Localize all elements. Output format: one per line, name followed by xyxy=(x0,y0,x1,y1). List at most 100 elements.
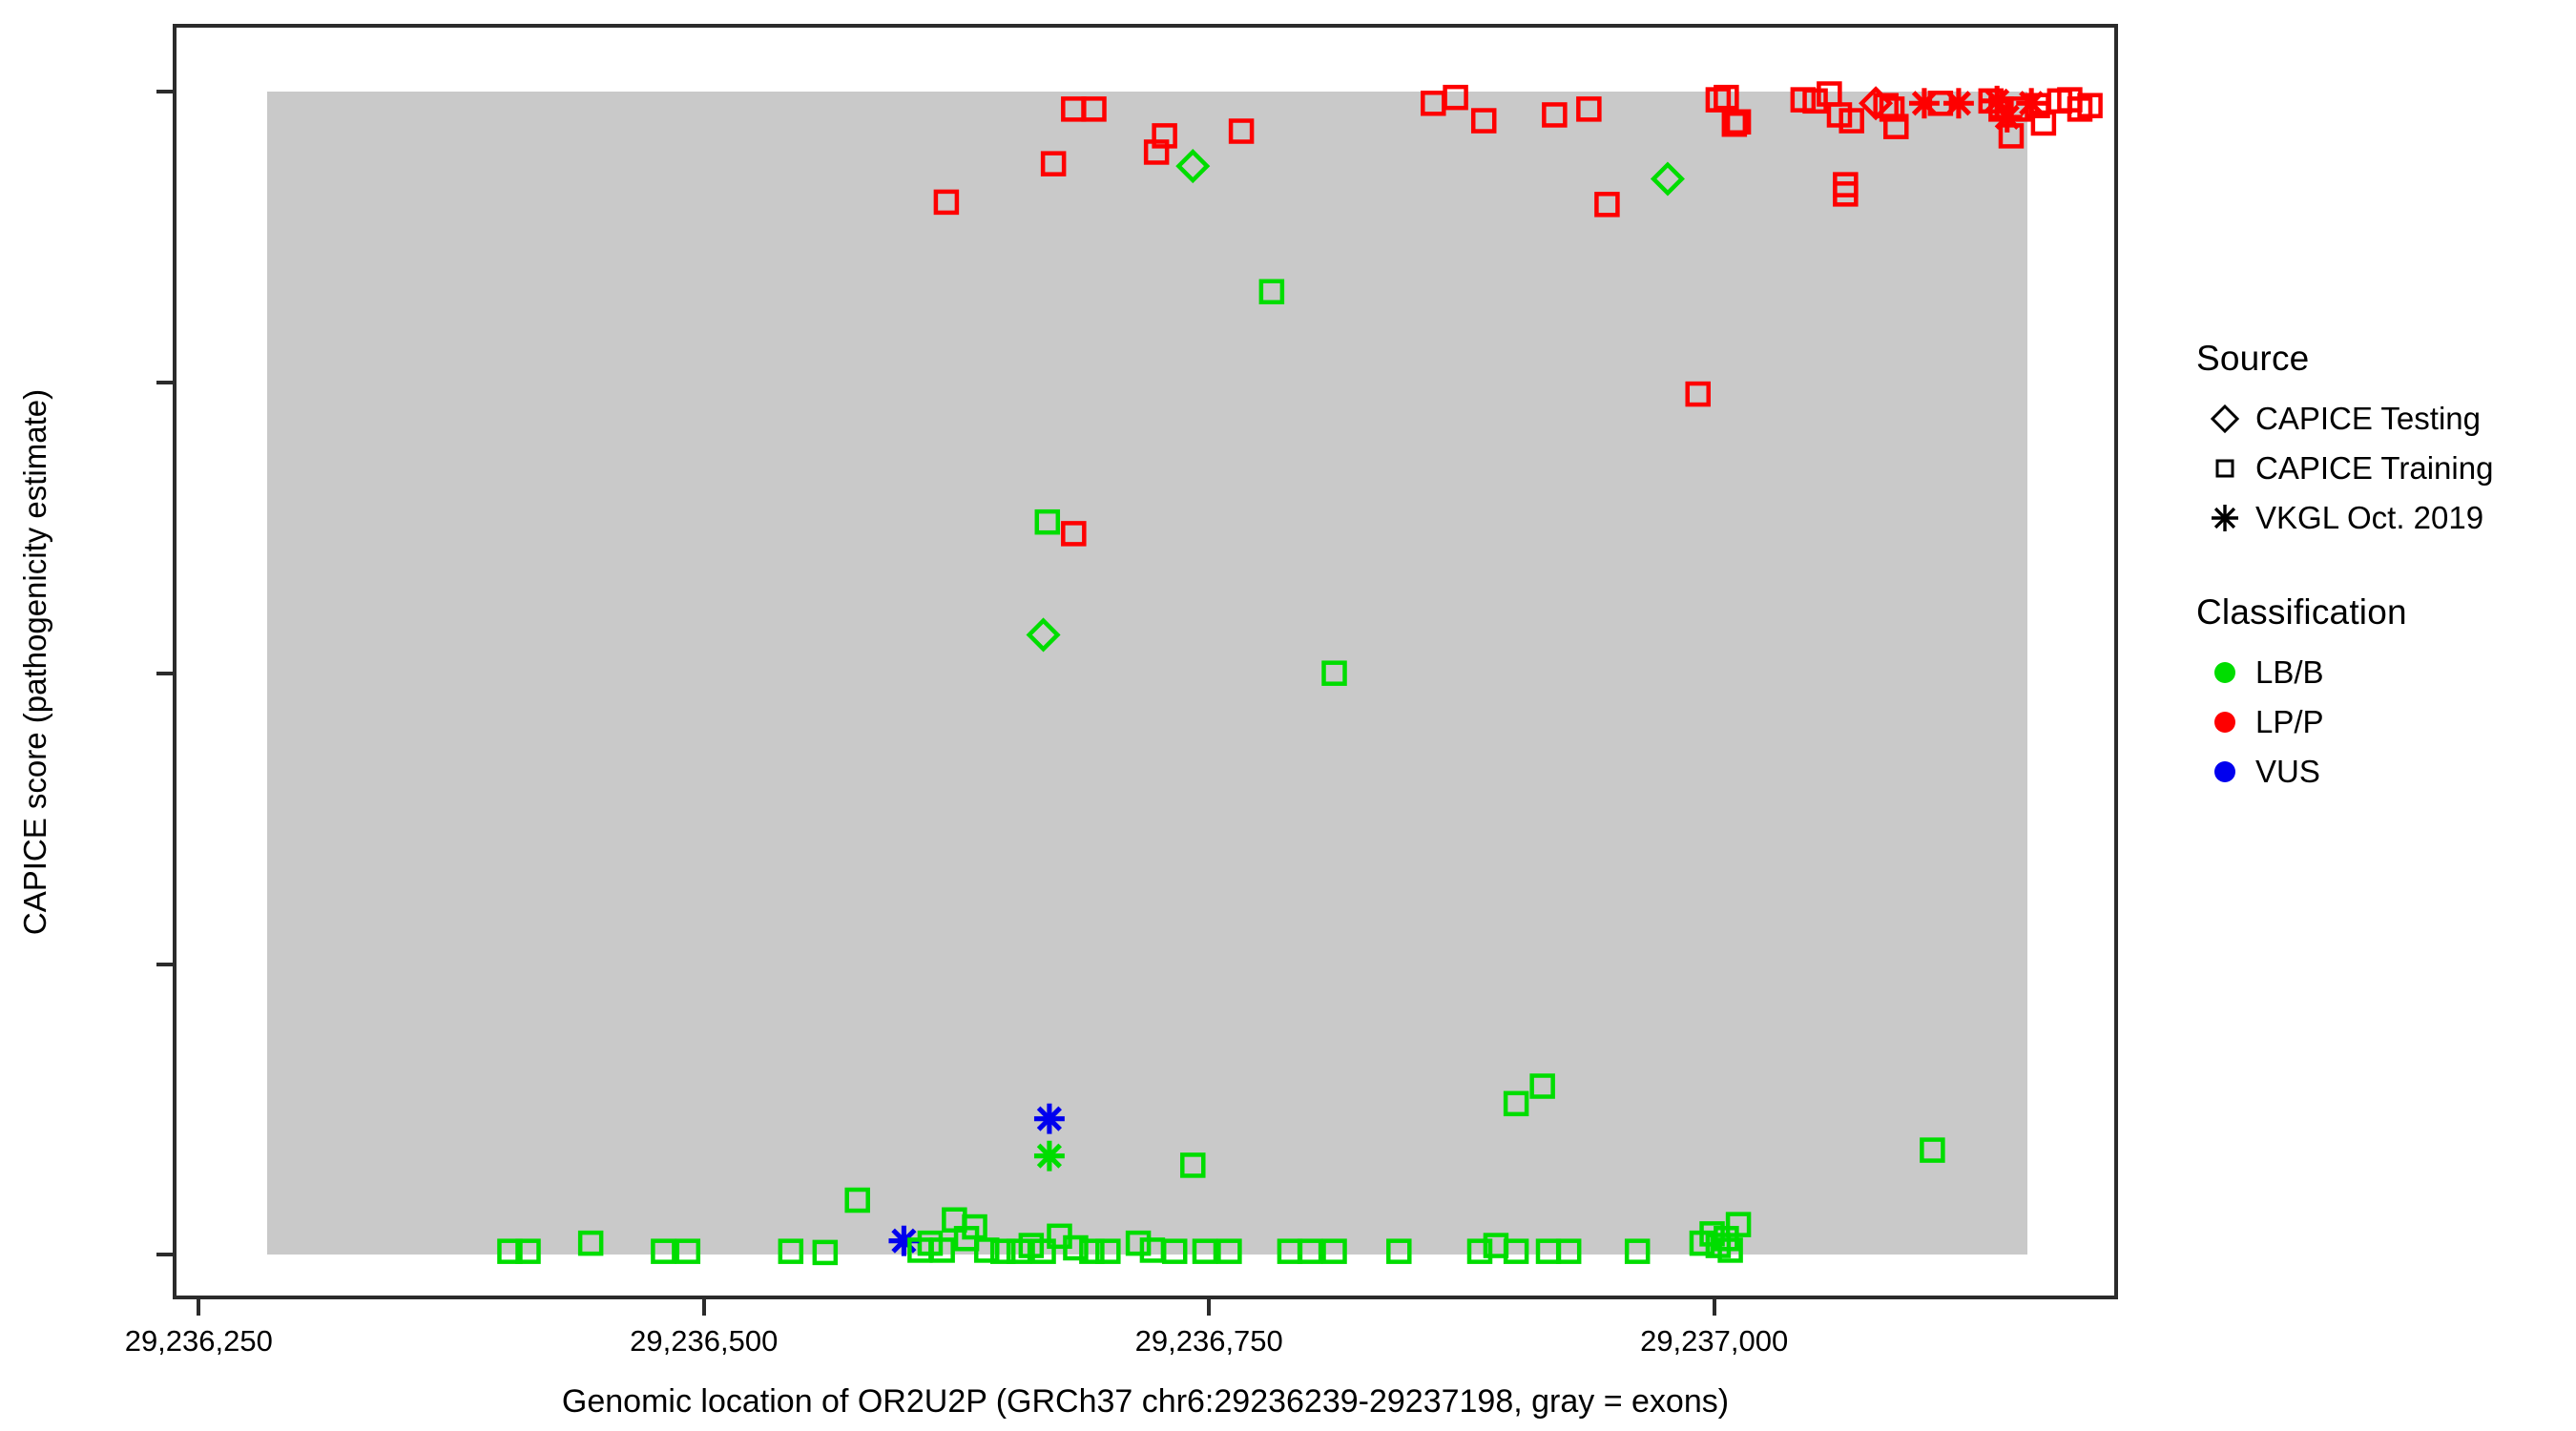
data-point xyxy=(1942,88,1974,119)
data-point xyxy=(1721,111,1748,137)
legend-item-label: LP/P xyxy=(2255,704,2324,739)
data-point xyxy=(1143,139,1170,165)
data-point xyxy=(1386,1238,1412,1264)
x-tick-label: 29,236,750 xyxy=(1134,1324,1283,1358)
data-point xyxy=(812,1239,839,1266)
data-point xyxy=(1026,617,1061,653)
data-point xyxy=(1466,1238,1493,1264)
data-point xyxy=(844,1187,870,1213)
data-point xyxy=(1139,1237,1166,1263)
data-point xyxy=(1081,96,1107,122)
x-tick-mark xyxy=(701,1299,706,1316)
data-point xyxy=(1258,279,1285,305)
legend-key xyxy=(2194,444,2255,493)
data-point xyxy=(1542,102,1568,128)
data-point xyxy=(1991,101,2023,133)
data-point xyxy=(1982,85,2013,116)
data-point xyxy=(1576,96,1602,122)
data-point xyxy=(974,1237,1000,1263)
data-point xyxy=(2077,93,2103,118)
data-point xyxy=(2030,110,2057,136)
data-point xyxy=(1040,151,1067,176)
legend-group-classification: LB/B LP/P VUS xyxy=(2194,648,2557,797)
data-point xyxy=(1321,660,1347,686)
data-point xyxy=(1161,1238,1188,1264)
x-tick-mark xyxy=(197,1299,201,1316)
legend-title-source: Source xyxy=(2196,339,2310,378)
legend-key xyxy=(2194,648,2255,697)
legend-item-label: VUS xyxy=(2255,754,2320,789)
square-icon xyxy=(2215,459,2234,478)
data-point xyxy=(1125,1230,1152,1256)
data-point xyxy=(577,1230,604,1256)
data-point xyxy=(1321,1238,1347,1264)
data-point xyxy=(1228,118,1255,144)
plot-panel xyxy=(173,24,2118,1299)
data-point xyxy=(1095,1238,1121,1264)
data-point xyxy=(1555,1238,1582,1264)
data-point xyxy=(1503,1090,1529,1117)
data-point xyxy=(1817,81,1842,107)
data-point xyxy=(989,1238,1016,1264)
data-point xyxy=(1685,381,1711,407)
legend-item-classification-0[interactable]: LB/B xyxy=(2194,648,2557,697)
data-point xyxy=(1529,1073,1555,1099)
plot-area: 0.000.250.500.751.00 29,236,25029,236,50… xyxy=(17,24,2118,1420)
exon-shaded-region xyxy=(267,92,2027,1255)
data-point xyxy=(497,1238,523,1264)
legend-key xyxy=(2194,747,2255,797)
legend-item-source-2[interactable]: VKGL Oct. 2019 xyxy=(2194,493,2557,543)
data-point xyxy=(1033,1140,1065,1172)
data-point xyxy=(1277,1238,1303,1264)
data-point xyxy=(1079,1238,1105,1264)
legend-key xyxy=(2194,697,2255,747)
x-tick-mark xyxy=(1207,1299,1212,1316)
data-point xyxy=(1717,1237,1743,1263)
circle-icon xyxy=(2214,761,2235,782)
x-axis-label: Genomic location of OR2U2P (GRCh37 chr6:… xyxy=(561,1383,1730,1420)
data-point xyxy=(1421,91,1446,116)
diamond-icon xyxy=(2210,404,2240,434)
data-point xyxy=(1883,114,1909,139)
data-point xyxy=(1297,1238,1323,1264)
data-point xyxy=(933,189,960,216)
legend: Source CAPICE Testing CAPICE Training VKGL… xyxy=(2194,339,2557,797)
legend-spacer xyxy=(2194,543,2557,592)
data-point xyxy=(1030,1238,1056,1264)
legend-group-source: CAPICE Testing CAPICE Training VKGL Oct. 2… xyxy=(2194,394,2557,543)
x-tick-label: 29,237,000 xyxy=(1640,1324,1789,1358)
legend-item-label: LB/B xyxy=(2255,654,2324,690)
y-tick-mark xyxy=(156,671,173,675)
legend-item-label: VKGL Oct. 2019 xyxy=(2255,500,2484,535)
data-point xyxy=(1594,192,1620,218)
x-tick-label: 29,236,500 xyxy=(630,1324,779,1358)
legend-item-classification-1[interactable]: LP/P xyxy=(2194,697,2557,747)
data-point xyxy=(1839,108,1864,134)
y-tick-mark xyxy=(156,962,173,966)
x-tick-mark xyxy=(1712,1299,1716,1316)
legend-key xyxy=(2194,493,2255,543)
circle-icon xyxy=(2214,712,2235,733)
data-point xyxy=(1879,96,1905,122)
data-point xyxy=(1033,1103,1065,1134)
data-point xyxy=(1725,1212,1752,1237)
data-point xyxy=(1725,109,1752,135)
data-point xyxy=(1061,96,1087,122)
data-point xyxy=(1216,1238,1242,1264)
data-point xyxy=(778,1238,804,1264)
data-point xyxy=(1063,1234,1089,1261)
circle-icon xyxy=(2214,662,2235,683)
data-point xyxy=(515,1238,541,1264)
data-point xyxy=(1833,181,1859,207)
legend-item-source-1[interactable]: CAPICE Training xyxy=(2194,444,2557,493)
data-point xyxy=(1650,161,1685,197)
data-point xyxy=(1920,1137,1945,1163)
data-point xyxy=(1470,108,1497,134)
x-tick-label: 29,236,250 xyxy=(124,1324,273,1358)
legend-item-classification-2[interactable]: VUS xyxy=(2194,747,2557,797)
data-point xyxy=(1998,123,2025,149)
legend-item-source-0[interactable]: CAPICE Testing xyxy=(2194,394,2557,444)
legend-item-label: CAPICE Testing xyxy=(2255,401,2481,436)
y-tick-mark xyxy=(156,90,173,94)
